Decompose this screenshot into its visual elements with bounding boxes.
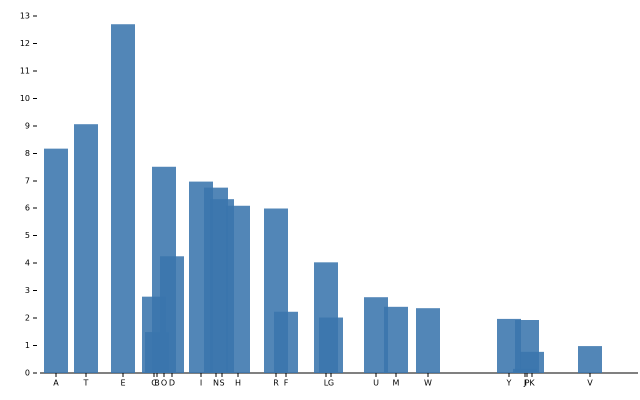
y-tick-label: 0 <box>25 369 30 378</box>
bar <box>520 351 544 373</box>
y-tick-label: 11 <box>20 66 30 75</box>
x-tick-label: R <box>273 379 279 388</box>
x-tick-label: G <box>328 379 334 388</box>
bar <box>160 256 184 373</box>
y-tick-label: 6 <box>25 204 30 213</box>
y-tick-label: 10 <box>20 94 30 103</box>
x-tick-label: J <box>523 379 526 388</box>
x-tick-label: N <box>213 379 219 388</box>
bar <box>319 317 343 373</box>
y-tick-label: 4 <box>25 259 30 268</box>
bar <box>44 148 68 373</box>
x-tick-label: B <box>154 379 160 388</box>
bar <box>384 306 408 373</box>
y-tick-label: 12 <box>20 39 30 48</box>
x-tick-label: W <box>424 379 432 388</box>
x-tick-label: K <box>529 379 535 388</box>
bar <box>274 311 298 373</box>
x-tick-label: V <box>587 379 593 388</box>
x-tick-label: M <box>393 379 400 388</box>
x-tick-label: I <box>200 379 202 388</box>
y-tick-label: 2 <box>25 314 30 323</box>
bar <box>111 24 135 373</box>
y-tick-label: 3 <box>25 286 30 295</box>
x-tick-label: P <box>525 379 530 388</box>
x-tick-label: F <box>284 379 289 388</box>
x-tick-label: Y <box>506 379 512 388</box>
x-tick-label: L <box>324 379 329 388</box>
x-tick-label: T <box>83 379 89 388</box>
x-tick-label: S <box>219 379 224 388</box>
x-tick-label: H <box>235 379 241 388</box>
x-tick-label: A <box>53 379 59 388</box>
x-tick-label: U <box>373 379 379 388</box>
y-tick-label: 7 <box>25 176 30 185</box>
y-tick-label: 9 <box>25 121 30 130</box>
x-tick-label: D <box>169 379 175 388</box>
bar <box>226 205 250 373</box>
bar <box>74 124 98 374</box>
x-tick-label: C <box>151 379 157 388</box>
y-tick-label: 1 <box>25 341 30 350</box>
x-tick-label: E <box>120 379 125 388</box>
y-tick-label: 13 <box>20 12 30 21</box>
bar <box>416 308 440 373</box>
y-tick-label: 5 <box>25 231 30 240</box>
y-tick-label: 8 <box>25 149 30 158</box>
x-tick-label: O <box>161 379 167 388</box>
bar <box>578 346 602 373</box>
